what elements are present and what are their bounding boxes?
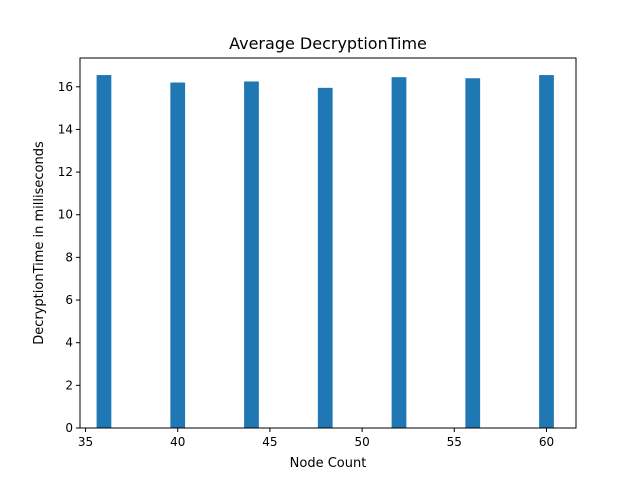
bars-group	[96, 75, 554, 429]
y-tick-label-16: 16	[58, 80, 73, 94]
bar-44	[244, 81, 259, 428]
chart-title: Average DecryptionTime	[229, 34, 427, 53]
x-tick-label-55: 55	[447, 435, 462, 449]
y-tick-label-10: 10	[58, 208, 73, 222]
x-axis: 35 40 45 50 55 60	[78, 428, 554, 449]
bar-40	[170, 82, 186, 428]
y-tick-label-6: 6	[65, 293, 73, 307]
bar-56	[465, 78, 481, 428]
bar-36	[96, 75, 112, 428]
x-tick-label-35: 35	[78, 435, 93, 449]
y-tick-label-8: 8	[65, 250, 73, 264]
y-tick-label-0: 0	[65, 421, 73, 435]
y-axis: 0 2 4 6 8 10 12 14 16	[58, 80, 80, 435]
x-tick-label-50: 50	[354, 435, 369, 449]
y-tick-label-12: 12	[58, 165, 73, 179]
x-tick-label-45: 45	[262, 435, 277, 449]
x-tick-label-40: 40	[170, 435, 185, 449]
bar-60	[539, 75, 554, 428]
y-tick-label-4: 4	[65, 336, 73, 350]
plot-frame	[79, 57, 577, 429]
y-tick-label-2: 2	[65, 378, 73, 392]
x-tick-label-60: 60	[539, 435, 554, 449]
y-axis-label: DecryptionTime in milliseconds	[32, 141, 47, 345]
bar-48	[317, 87, 333, 429]
y-tick-label-14: 14	[58, 122, 73, 136]
bar-52	[391, 77, 407, 428]
x-axis-label: Node Count	[290, 456, 367, 471]
